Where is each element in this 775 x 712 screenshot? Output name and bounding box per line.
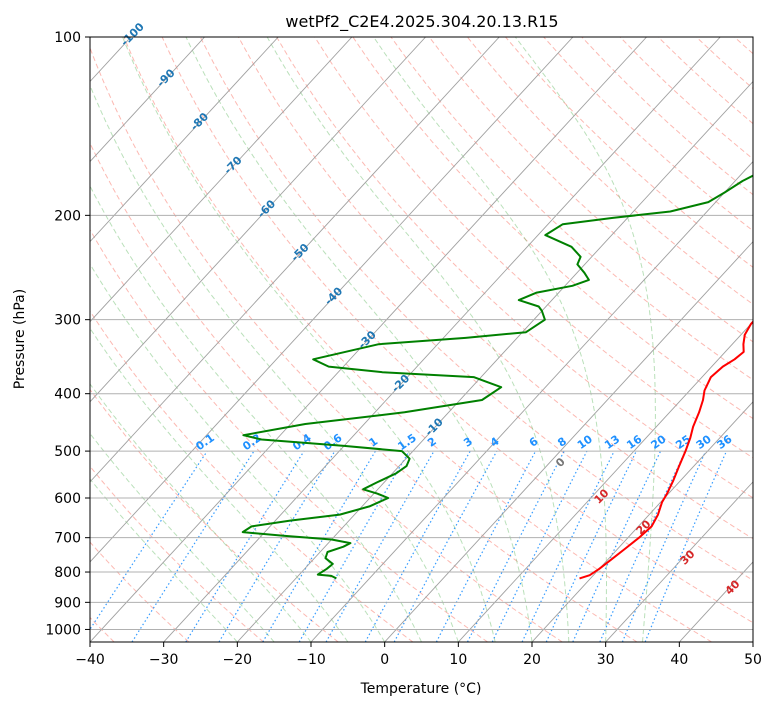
isotherm bbox=[0, 37, 352, 642]
x-axis-label: Temperature (°C) bbox=[360, 681, 482, 697]
series-layer bbox=[243, 37, 775, 578]
dry-adiabat bbox=[0, 37, 189, 642]
mixing-ratio-label: 6 bbox=[527, 435, 541, 450]
dry-adiabat bbox=[544, 37, 775, 642]
isotherm bbox=[0, 37, 57, 642]
moist-adiabat bbox=[72, 37, 459, 642]
mixing-ratio-label: 0.1 bbox=[193, 431, 216, 453]
x-tick-label: 10 bbox=[449, 652, 467, 668]
mixing-ratio-line bbox=[645, 451, 726, 642]
dewpoint-profile bbox=[243, 37, 775, 578]
mixing-ratio-line bbox=[468, 451, 565, 642]
moist-adiabat-label: 0 bbox=[553, 455, 568, 470]
dry-adiabat bbox=[696, 37, 775, 642]
mixing-ratio-label: 30 bbox=[694, 432, 714, 452]
dry-adiabat bbox=[582, 37, 775, 642]
mixing-ratio-label: 16 bbox=[624, 432, 644, 452]
mixing-ratio-line bbox=[82, 451, 207, 642]
mixing-ratio-line bbox=[522, 451, 614, 642]
isotherm bbox=[679, 37, 775, 642]
dry-adiabat-label: 40 bbox=[723, 577, 743, 597]
x-tick-label: −20 bbox=[223, 652, 253, 668]
mixing-ratio-line bbox=[546, 451, 636, 642]
isotherm bbox=[237, 37, 775, 642]
mixing-ratio-label: 36 bbox=[715, 432, 735, 452]
y-tick-label: 300 bbox=[54, 313, 81, 329]
mixing-ratio-label: 0.6 bbox=[321, 431, 345, 453]
mixing-ratio-line bbox=[492, 451, 587, 642]
mixing-ratio-line bbox=[263, 451, 376, 642]
y-tick-label: 700 bbox=[54, 531, 81, 547]
y-tick-label: 900 bbox=[54, 595, 81, 611]
dry-adiabat bbox=[429, 37, 775, 642]
mixing-ratio-line bbox=[299, 451, 409, 642]
x-tick-label: 50 bbox=[744, 652, 762, 668]
moist-adiabat bbox=[0, 37, 311, 642]
dry-adiabat bbox=[0, 37, 264, 642]
dry-adiabat bbox=[0, 37, 338, 642]
isotherm bbox=[753, 37, 775, 642]
isotherm bbox=[458, 37, 775, 642]
mixing-ratio-line bbox=[219, 451, 335, 642]
y-tick-label: 600 bbox=[54, 491, 81, 507]
y-tick-label: 500 bbox=[54, 444, 81, 460]
mixing-ratio-line bbox=[186, 451, 304, 642]
dry-adiabat bbox=[506, 37, 775, 642]
dry-adiabat bbox=[658, 37, 775, 642]
x-tick-label: 20 bbox=[523, 652, 541, 668]
dry-adiabat bbox=[734, 37, 775, 642]
mixing-ratio-line bbox=[394, 451, 497, 642]
isotherm-label: -100 bbox=[118, 20, 147, 49]
x-tick-label: −30 bbox=[149, 652, 179, 668]
dry-adiabat bbox=[238, 37, 775, 642]
dry-adiabat-label: 30 bbox=[678, 547, 698, 567]
dry-adiabat bbox=[620, 37, 775, 642]
isotherm bbox=[16, 37, 573, 642]
y-tick-label: 200 bbox=[54, 208, 81, 224]
plot-frame bbox=[90, 37, 753, 642]
isotherm bbox=[0, 37, 499, 642]
dry-adiabat bbox=[124, 37, 712, 642]
x-tick-label: 30 bbox=[597, 652, 615, 668]
x-tick-label: 0 bbox=[380, 652, 389, 668]
x-tick-label: −40 bbox=[75, 652, 105, 668]
y-tick-label: 400 bbox=[54, 387, 81, 403]
moist-adiabat bbox=[267, 37, 569, 642]
x-tick-label: 40 bbox=[670, 652, 688, 668]
background-lines bbox=[0, 37, 775, 642]
y-tick-label: 100 bbox=[54, 30, 81, 46]
y-tick-label: 1000 bbox=[45, 622, 81, 638]
isotherm bbox=[532, 37, 775, 642]
x-tick-label: −10 bbox=[296, 652, 326, 668]
y-axis-label: Pressure (hPa) bbox=[12, 289, 28, 389]
dry-adiabat bbox=[48, 37, 563, 642]
mixing-ratio-label: 20 bbox=[649, 432, 669, 452]
mixing-ratio-line bbox=[573, 451, 661, 642]
chart-title: wetPf2_C2E4.2025.304.20.13.R15 bbox=[285, 12, 558, 32]
grid bbox=[0, 37, 775, 642]
isotherm bbox=[0, 37, 278, 642]
mixing-ratio-label: 10 bbox=[575, 432, 595, 452]
y-tick-label: 800 bbox=[54, 565, 81, 581]
mixing-ratio-line bbox=[600, 451, 685, 642]
